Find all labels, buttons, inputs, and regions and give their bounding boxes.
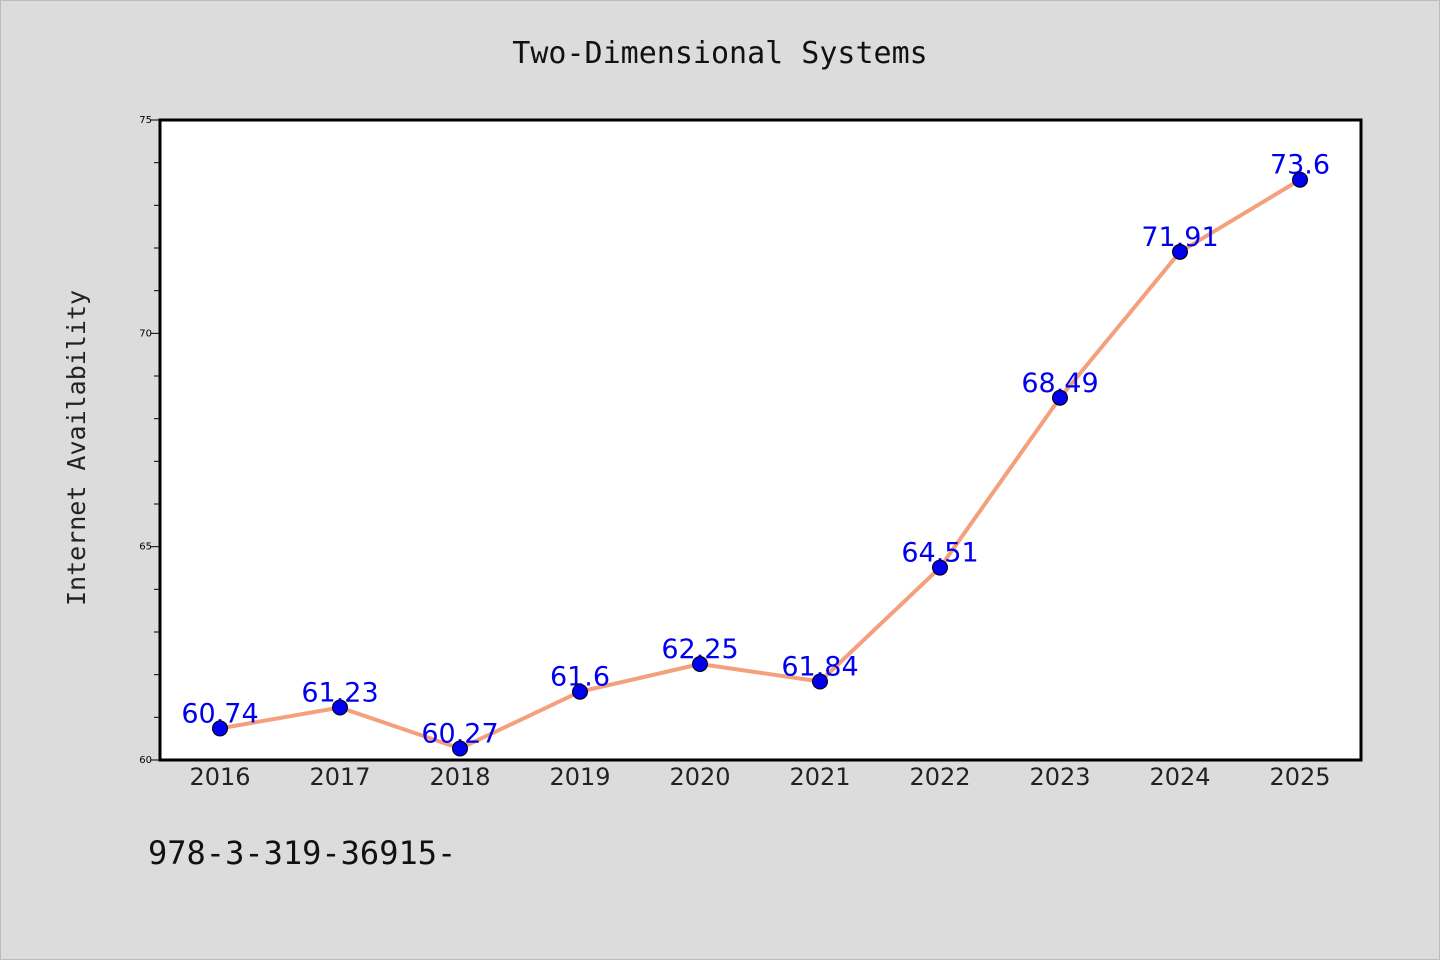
data-point <box>572 683 588 700</box>
data-point <box>932 559 948 576</box>
x-tick-label: 2023 <box>1029 763 1090 791</box>
data-point <box>1172 243 1188 260</box>
data-point <box>812 673 828 690</box>
footnote-text: 978-3-319-36915- <box>148 834 456 872</box>
data-point <box>212 720 228 737</box>
x-tick-label: 2016 <box>189 763 250 791</box>
y-axis-tick-labels: 60 65 70 75 <box>139 115 152 766</box>
x-tick-label: 2024 <box>1149 763 1210 791</box>
data-point <box>452 740 468 757</box>
y-tick-label: 65 <box>139 542 152 553</box>
x-tick-label: 2021 <box>789 763 850 791</box>
chart-title: Two-Dimensional Systems <box>512 36 927 71</box>
data-point <box>332 699 348 716</box>
x-tick-label: 2025 <box>1269 763 1330 791</box>
x-tick-label: 2022 <box>909 763 970 791</box>
x-tick-label: 2017 <box>309 763 370 791</box>
y-tick-label: 60 <box>139 755 152 766</box>
data-point <box>1292 171 1308 188</box>
y-axis-label: Internet Availability <box>62 290 91 606</box>
series-line <box>218 177 1302 751</box>
x-tick-label: 2020 <box>669 763 730 791</box>
data-point <box>692 656 708 672</box>
data-points <box>212 171 1308 757</box>
y-tick-label: 70 <box>139 328 152 339</box>
x-tick-label: 2018 <box>429 763 490 791</box>
data-point <box>1052 389 1068 406</box>
y-tick-label: 75 <box>139 115 152 126</box>
plot-area <box>160 120 1361 760</box>
plot-frame <box>158 118 1363 762</box>
x-axis-tick-labels: 2016 2017 2018 2019 2020 2021 2022 2023 2024 2025 <box>189 763 1330 791</box>
x-tick-label: 2019 <box>549 763 610 791</box>
